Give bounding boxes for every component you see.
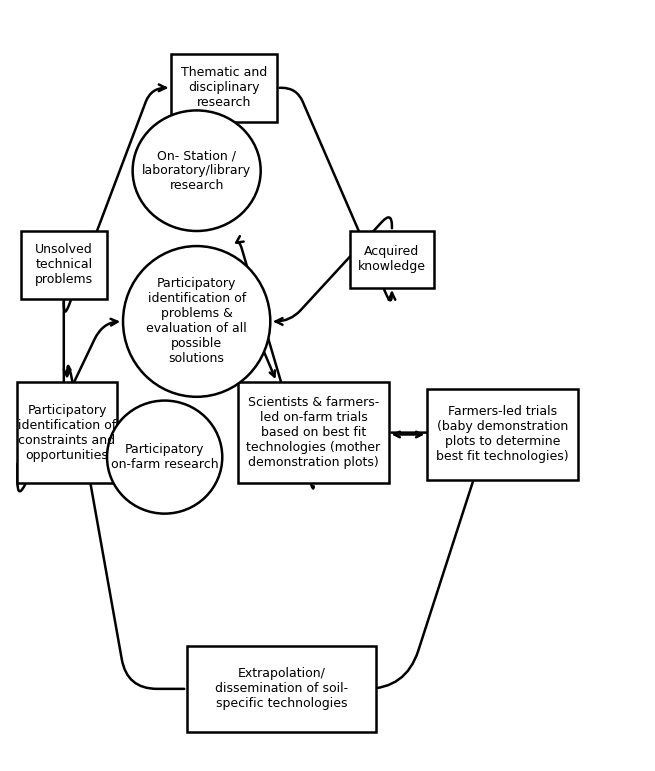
Text: Acquired
knowledge: Acquired knowledge	[358, 245, 426, 273]
Bar	[427, 389, 578, 480]
Text: Participatory
identification of
problems &
evaluation of all
possible
solutions: Participatory identification of problems…	[146, 278, 247, 365]
Ellipse shape	[132, 110, 261, 231]
Bar	[171, 54, 276, 122]
Text: Unsolved
technical
problems: Unsolved technical problems	[35, 244, 93, 286]
Bar	[20, 231, 107, 299]
Text: Participatory
on-farm research: Participatory on-farm research	[111, 443, 219, 471]
Bar	[350, 231, 434, 288]
Text: Extrapolation/
dissemination of soil-
specific technologies: Extrapolation/ dissemination of soil- sp…	[215, 668, 348, 710]
Text: Thematic and
disciplinary
research: Thematic and disciplinary research	[181, 66, 267, 109]
Bar	[18, 382, 117, 483]
Ellipse shape	[123, 246, 271, 397]
Bar	[238, 382, 389, 483]
Text: Farmers-led trials
(baby demonstration
plots to determine
best fit technologies): Farmers-led trials (baby demonstration p…	[436, 406, 569, 463]
Text: Participatory
identification of
constraints and
opportunities: Participatory identification of constrai…	[18, 403, 116, 462]
Ellipse shape	[107, 401, 222, 513]
Bar	[187, 645, 376, 732]
Text: On- Station /
laboratory/library
research: On- Station / laboratory/library researc…	[142, 150, 252, 192]
Text: Scientists & farmers-
led on-farm trials
based on best fit
technologies (mother
: Scientists & farmers- led on-farm trials…	[246, 396, 381, 469]
